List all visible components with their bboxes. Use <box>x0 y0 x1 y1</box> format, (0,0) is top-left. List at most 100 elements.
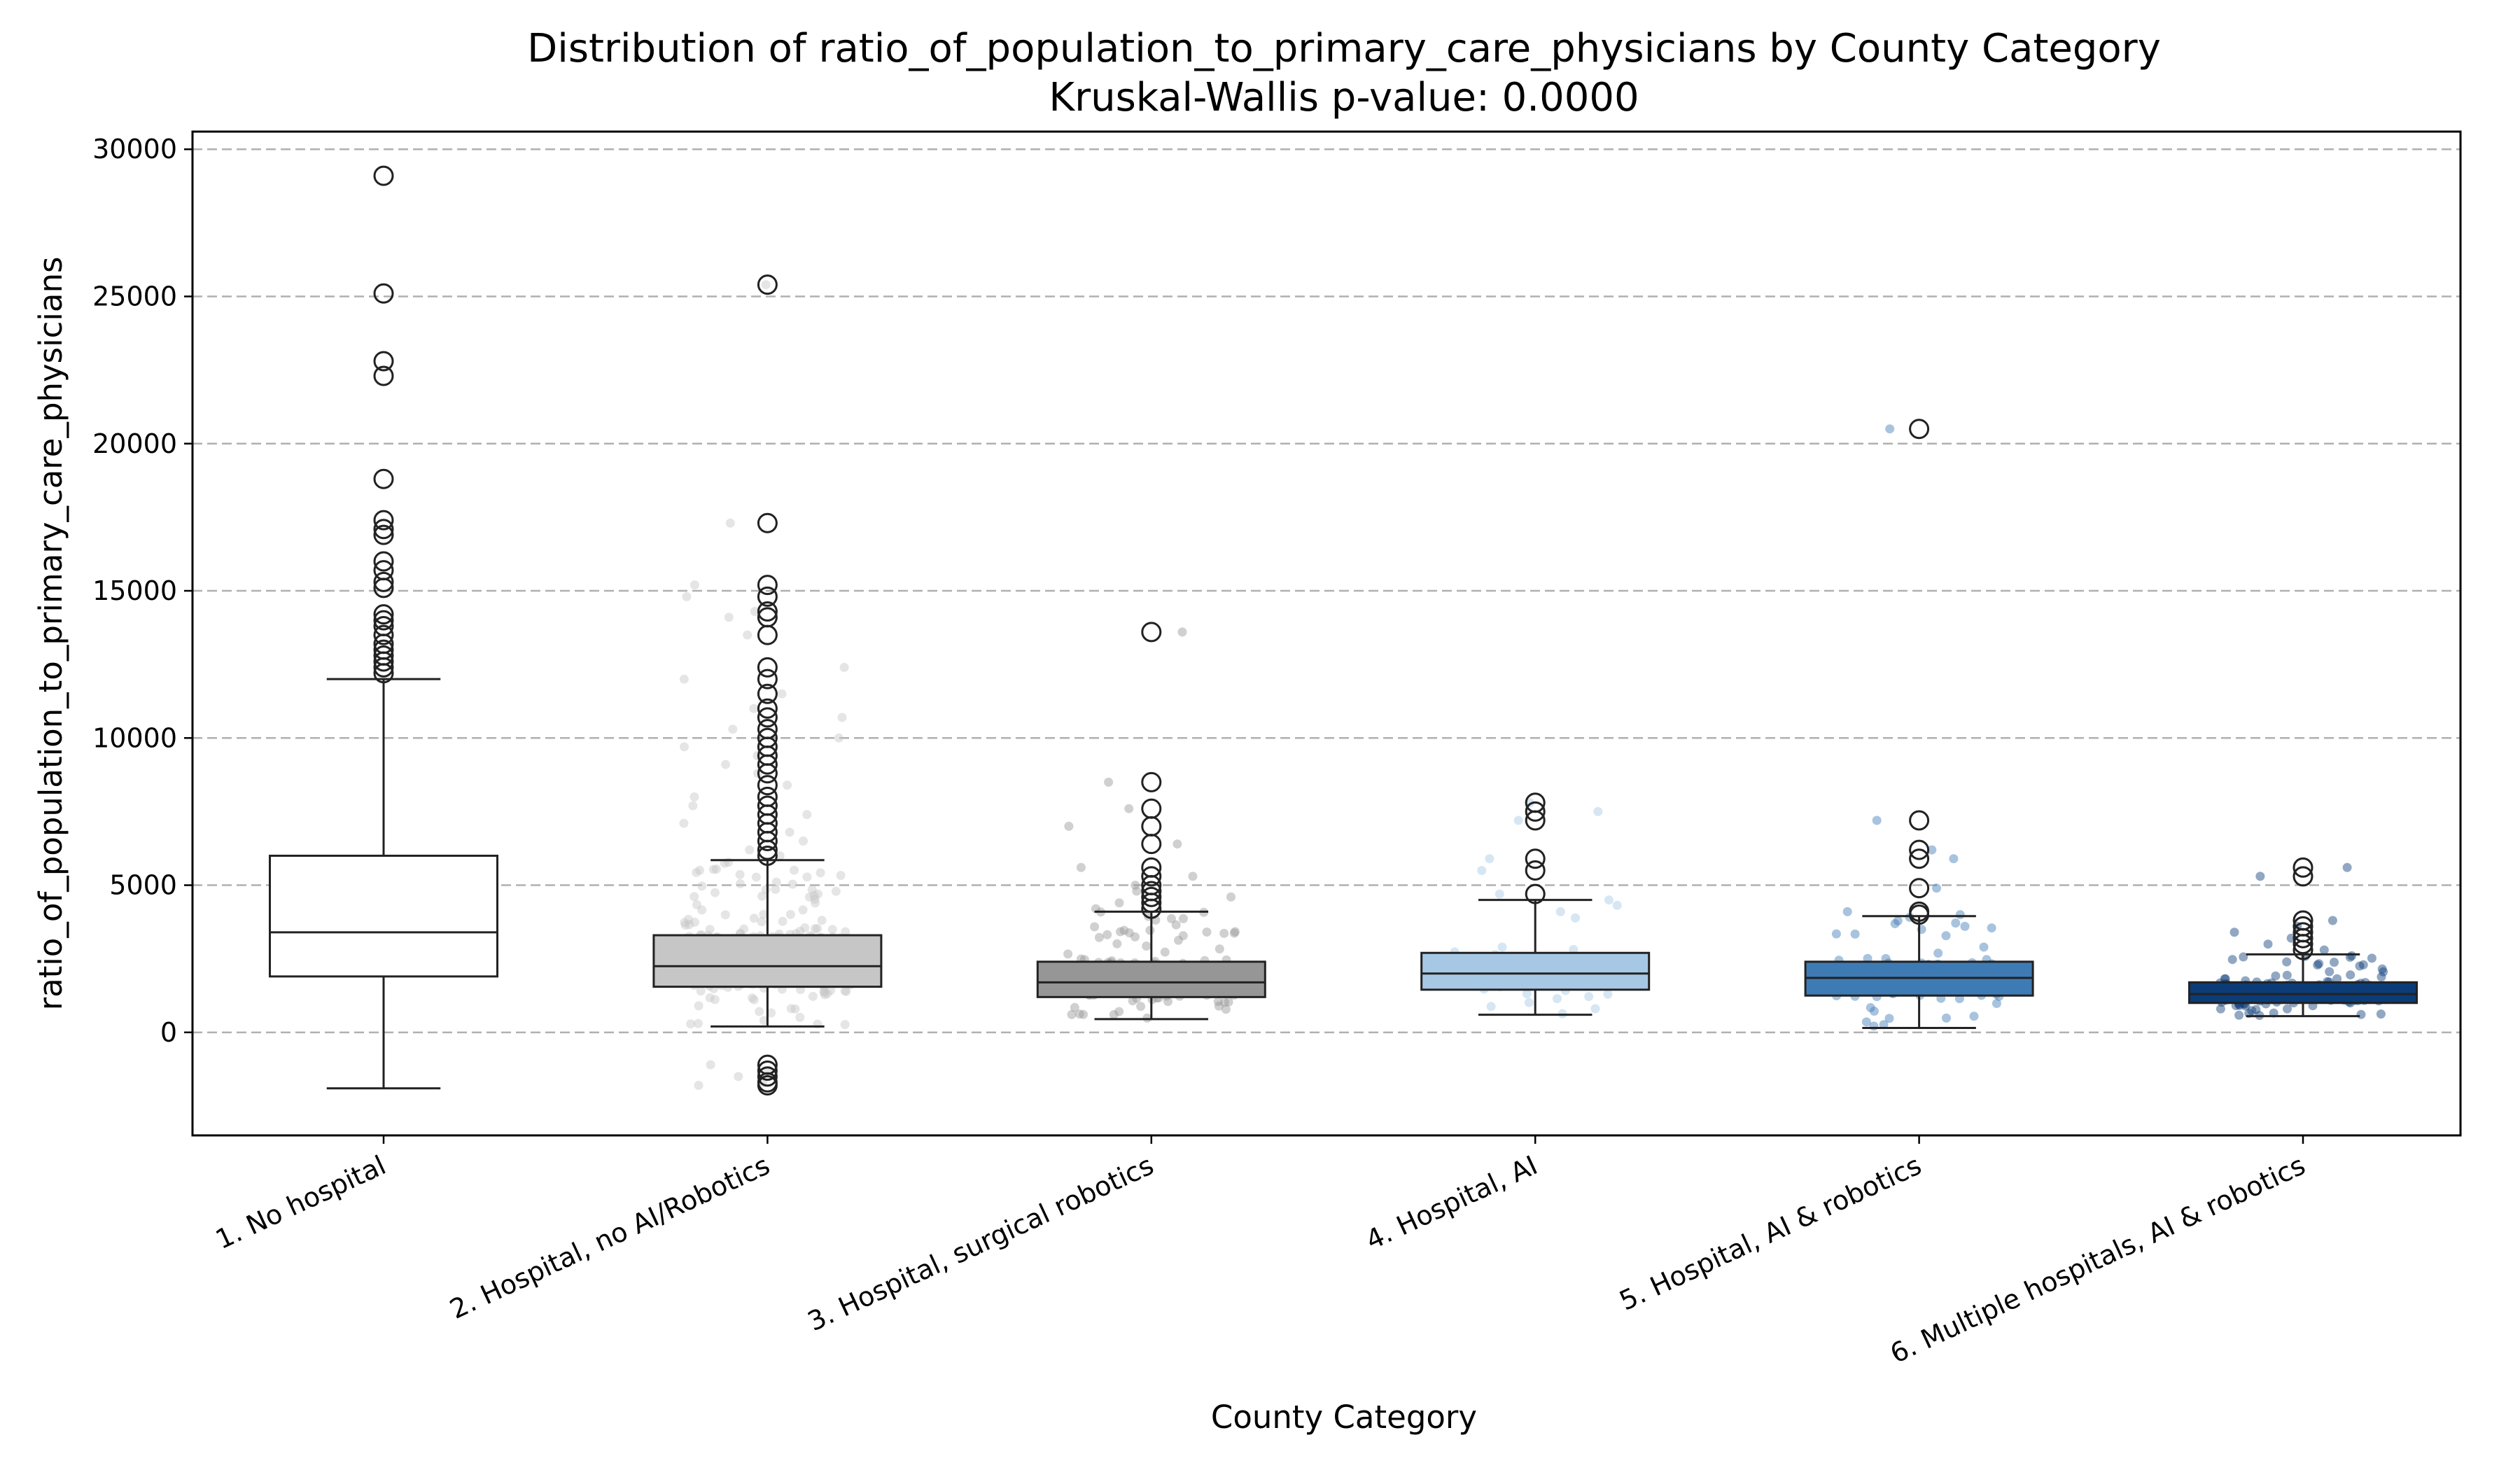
jitter-point <box>807 885 817 895</box>
outlier-marker <box>373 571 394 592</box>
jitter-point <box>837 713 847 722</box>
jitter-point <box>710 888 720 897</box>
jitter-point <box>1951 918 1961 928</box>
jitter-point <box>692 899 701 909</box>
jitter-point <box>1885 424 1895 434</box>
jitter-point <box>771 885 780 894</box>
jitter-point <box>820 988 829 997</box>
jitter-point <box>1229 928 1239 938</box>
jitter-point <box>1178 913 1188 923</box>
y-tick-label: 25000 <box>92 281 177 312</box>
jitter-point <box>1090 922 1100 932</box>
outlier-marker <box>1525 801 1546 822</box>
jitter-point <box>693 1018 703 1028</box>
jitter-point <box>2376 1009 2386 1019</box>
jitter-point <box>1612 900 1622 910</box>
jitter-point <box>1221 1004 1231 1014</box>
outlier-marker <box>757 839 778 860</box>
jitter-point <box>1494 889 1504 899</box>
jitter-point <box>841 986 851 996</box>
jitter-point <box>1174 935 1183 945</box>
jitter-point <box>1553 994 1562 1004</box>
jitter-point <box>721 760 731 769</box>
jitter-point <box>735 869 745 879</box>
jitter-point <box>1114 898 1124 908</box>
outlier-marker <box>1141 834 1162 855</box>
x-axis-label: County Category <box>1211 1399 1477 1436</box>
jitter-point <box>1178 931 1188 941</box>
y-tick-label: 10000 <box>92 722 177 753</box>
jitter-point <box>2255 872 2265 881</box>
jitter-point <box>1160 947 1170 957</box>
jitter-point <box>1942 1013 1951 1023</box>
jitter-point <box>1831 929 1841 939</box>
jitter-point <box>1102 930 1112 939</box>
jitter-point <box>697 905 707 915</box>
outlier-marker <box>1909 848 1930 869</box>
jitter-point <box>1128 996 1138 1006</box>
jitter-point <box>679 674 689 684</box>
jitter-point <box>805 892 814 902</box>
jitter-point <box>1124 804 1134 813</box>
jitter-point <box>811 924 820 934</box>
jitter-point <box>1124 928 1134 938</box>
jitter-point <box>1893 916 1903 925</box>
jitter-point <box>1555 906 1565 916</box>
jitter-point <box>809 890 819 900</box>
jitter-point <box>690 792 699 802</box>
jitter-point <box>694 1081 704 1090</box>
jitter-point <box>775 851 785 860</box>
jitter-point <box>834 733 844 743</box>
outlier-marker <box>373 283 394 304</box>
outlier-marker <box>757 1075 778 1096</box>
jitter-point <box>1933 948 1943 958</box>
outlier-marker <box>757 575 778 596</box>
jitter-point <box>1130 932 1140 941</box>
outlier-marker <box>373 365 394 386</box>
jitter-point <box>2367 953 2376 963</box>
jitter-point <box>1142 941 1152 951</box>
jitter-point <box>1202 927 1212 937</box>
jitter-point <box>757 917 766 927</box>
jitter-point <box>1497 942 1507 952</box>
jitter-point <box>802 872 812 882</box>
jitter-point <box>1842 906 1852 916</box>
outlier-marker <box>373 663 394 684</box>
jitter-point <box>2314 959 2324 969</box>
jitter-point <box>1172 839 1182 849</box>
jitter-point <box>708 864 718 874</box>
jitter-point <box>819 986 829 996</box>
jitter-point <box>790 1004 800 1014</box>
box-plot <box>1036 622 1266 1021</box>
jitter-point <box>827 925 837 934</box>
jitter-point <box>1872 816 1882 825</box>
jitter-point <box>711 864 721 874</box>
jitter-point <box>2355 961 2365 971</box>
jitter-point <box>2234 1010 2244 1020</box>
box-plot <box>652 274 883 1096</box>
jitter-point <box>1604 895 1614 905</box>
jitter-point <box>811 898 820 908</box>
jitter-point <box>1869 1007 1879 1016</box>
jitter-point <box>2251 1004 2261 1014</box>
jitter-point <box>1213 997 1223 1007</box>
jitter-point <box>777 689 787 699</box>
jitter-point <box>1079 1009 1088 1019</box>
jitter-point <box>1109 1009 1119 1019</box>
jitter-point <box>1865 1003 1875 1012</box>
jitter-point <box>690 918 699 927</box>
jitter-point <box>1603 989 1613 999</box>
box-plots <box>269 165 2418 1096</box>
jitter-point <box>785 827 794 837</box>
jitter-point <box>841 927 850 937</box>
jitter-point <box>2332 974 2342 983</box>
jitter-point <box>1949 854 1959 864</box>
outlier-marker <box>757 1060 778 1081</box>
outlier-marker <box>1525 810 1546 831</box>
y-tick-label: 20000 <box>92 428 177 459</box>
jitter-point <box>800 923 810 932</box>
jitter-point <box>2247 1006 2257 1016</box>
jitter-point <box>2283 1004 2292 1014</box>
jitter-point <box>1884 1014 1894 1023</box>
